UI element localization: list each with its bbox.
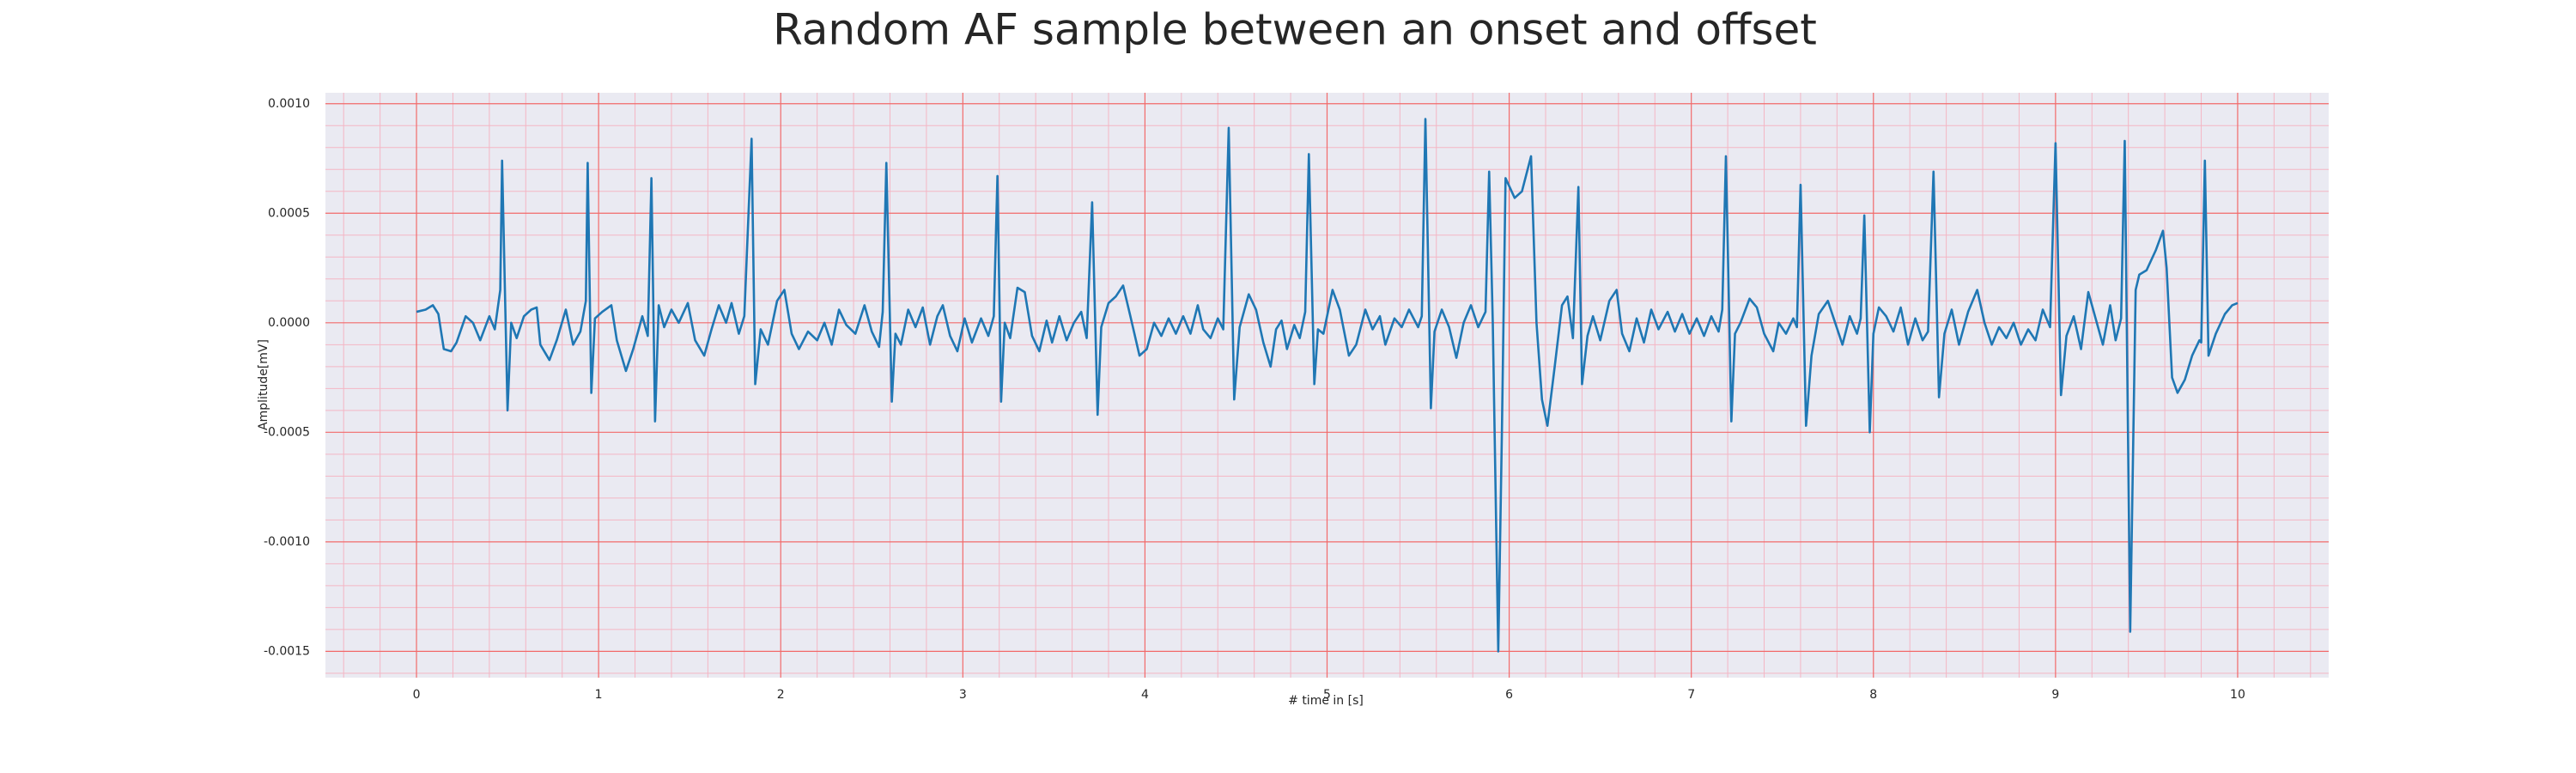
signal-line (416, 118, 2239, 653)
y-tick-label: 0.0000 (268, 316, 310, 330)
x-tick-label: 10 (2230, 688, 2245, 702)
y-tick-label: -0.0010 (264, 535, 310, 549)
y-tick-label: -0.0005 (264, 425, 310, 439)
x-tick-label: 2 (777, 688, 785, 702)
x-tick-label: 3 (959, 688, 967, 702)
x-tick-label: 0 (413, 688, 421, 702)
y-tick-label: 0.0010 (268, 97, 310, 111)
x-tick-label: 6 (1505, 688, 1513, 702)
x-tick-label: 5 (1323, 688, 1331, 702)
x-tick-label: 7 (1687, 688, 1695, 702)
x-tick-label: 4 (1141, 688, 1149, 702)
plot-area (325, 93, 2329, 678)
x-tick-label: 8 (1869, 688, 1877, 702)
x-tick-label: 9 (2051, 688, 2059, 702)
y-tick-label: -0.0015 (264, 644, 310, 658)
y-axis-label: Amplitude[mV] (257, 339, 270, 430)
x-axis-label: # time in [s] (1288, 694, 1364, 708)
x-tick-label: 1 (595, 688, 603, 702)
chart-title: Random AF sample between an onset and of… (773, 5, 1817, 55)
y-tick-label: 0.0005 (268, 206, 310, 220)
